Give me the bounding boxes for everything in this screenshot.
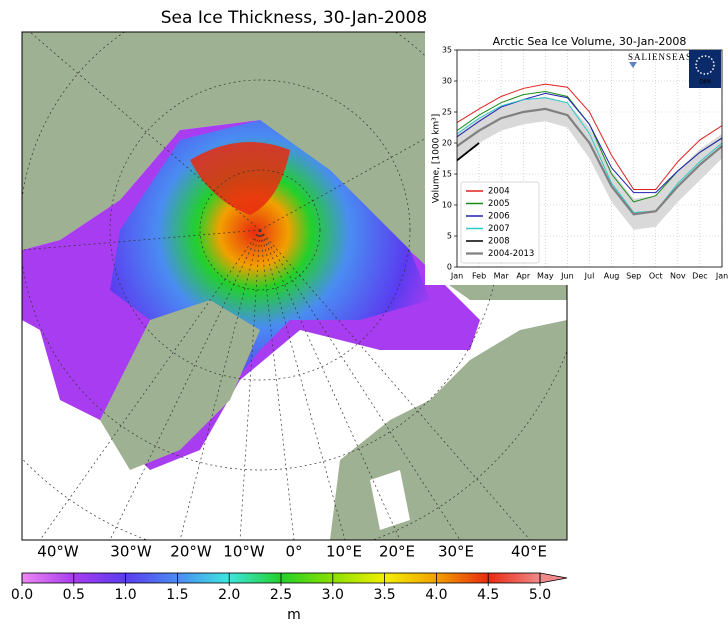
longitude-label: 40°E [511, 543, 547, 561]
x-tick-label: May [537, 272, 554, 281]
colorbar-tick-label: 0.0 [11, 587, 33, 603]
legend-label: 2005 [488, 199, 510, 209]
longitude-label: 20°W [170, 543, 212, 561]
range-band [457, 96, 722, 230]
colorbar-tick-label: 2.0 [218, 587, 240, 603]
series-line [456, 97, 723, 213]
y-tick-label: 10 [442, 201, 452, 210]
colorbar-tick-label: 4.0 [425, 587, 447, 603]
colorbar-tick-label: 3.5 [373, 587, 395, 603]
y-tick-label: 35 [442, 46, 452, 55]
longitude-label: 0° [285, 543, 302, 561]
colorbar-tick-label: 4.5 [477, 587, 499, 603]
colorbar-tick-label: 1.0 [114, 587, 136, 603]
logo-ring [695, 55, 715, 75]
y-tick-label: 25 [442, 108, 452, 117]
colorbar-tick-label: 1.5 [166, 587, 188, 603]
x-tick-label: Sep [626, 272, 641, 281]
series-line [456, 83, 723, 190]
longitude-label: 40°W [37, 543, 79, 561]
ice-core [190, 142, 290, 215]
colorbar-tick-label: 0.5 [63, 587, 85, 603]
longitude-label: 30°W [110, 543, 152, 561]
legend-label: 2008 [488, 237, 510, 247]
y-axis-label: Volume, [1000 km³] [432, 114, 442, 204]
longitude-labels: 40°W 30°W 20°W 10°W 0° 10°E 20°E 30°E 40°E [37, 543, 547, 561]
logo-label: DMI [699, 79, 711, 86]
colorbar-tick-label: 2.5 [270, 587, 292, 603]
colorbar-label: m [287, 607, 301, 623]
plot-frame [456, 49, 723, 268]
y-tick-label: 0 [447, 263, 452, 272]
legend-label: 2007 [488, 224, 510, 234]
x-tick-label: Aug [604, 272, 620, 281]
colorbar-extend [539, 572, 568, 584]
x-tick-label: Jun [560, 272, 574, 281]
colorbar: 0.0 0.5 1.0 1.5 2.0 2.5 3.0 3.5 4.0 4.5 5.0 m [11, 572, 568, 623]
inset-chart: Arctic Sea Ice Volume, 30-Jan-2008 Volume… [425, 30, 728, 285]
map-frame [21, 31, 568, 541]
y-tick-label: 30 [442, 77, 452, 86]
greenland [100, 300, 260, 470]
longitude-label: 10°E [326, 543, 362, 561]
colorbar-tick-label: 3.0 [322, 587, 344, 603]
x-tick-label: Jan [715, 272, 728, 281]
y-tick-label: 15 [442, 170, 452, 179]
x-tick-label: Apr [516, 272, 531, 281]
x-tick-label: Dec [692, 272, 707, 281]
longitude-label: 10°W [223, 543, 265, 561]
legend-label: 2004 [488, 187, 510, 197]
x-tick-label: Feb [472, 272, 486, 281]
x-tick-label: Mar [494, 272, 510, 281]
longitude-label: 30°E [438, 543, 474, 561]
logo-text: SALIENSEAS [628, 52, 692, 62]
logo-pin [629, 62, 637, 68]
baltic [370, 470, 410, 530]
longitude-label: 20°E [379, 543, 415, 561]
series-line [456, 107, 723, 216]
y-tick-label: 5 [447, 232, 452, 241]
y-tick-label: 20 [442, 139, 452, 148]
series-line [456, 142, 480, 162]
legend-label: 2006 [488, 212, 510, 222]
inset-title: Arctic Sea Ice Volume, 30-Jan-2008 [493, 35, 687, 48]
x-tick-label: Jan [450, 272, 463, 281]
x-tick-label: Oct [649, 272, 663, 281]
legend-label: 2004-2013 [488, 249, 534, 259]
colorbar-tick-label: 5.0 [529, 587, 551, 603]
series-line [456, 92, 723, 194]
legend-box [460, 181, 540, 264]
x-tick-label: Jul [584, 272, 595, 281]
map-title: Sea Ice Thickness, 30-Jan-2008 [161, 8, 427, 28]
x-tick-label: Nov [670, 272, 686, 281]
